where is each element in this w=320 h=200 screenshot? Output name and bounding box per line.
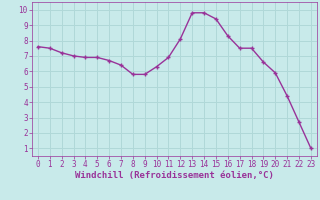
X-axis label: Windchill (Refroidissement éolien,°C): Windchill (Refroidissement éolien,°C): [75, 171, 274, 180]
